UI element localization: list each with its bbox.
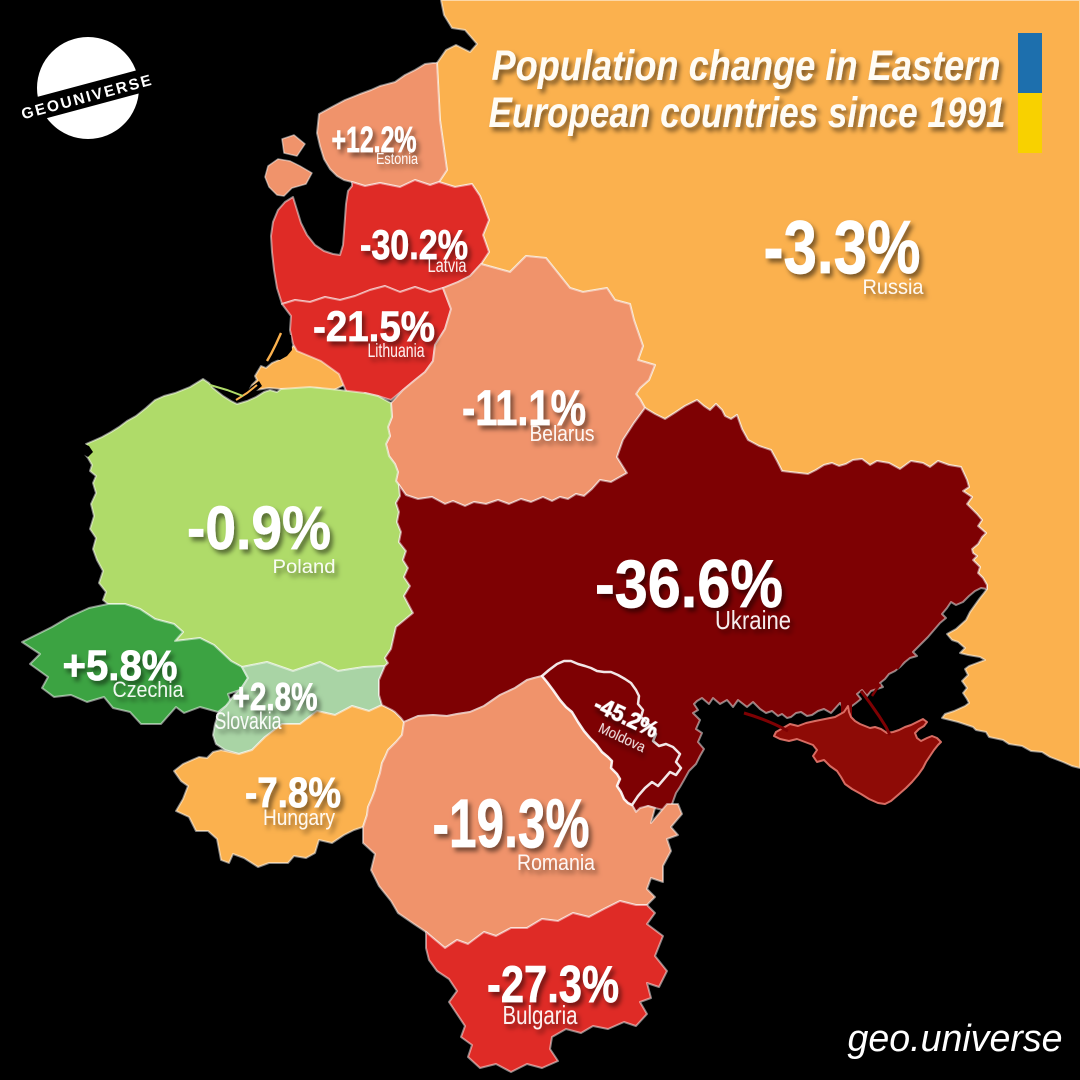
svg-text:-7.8%: -7.8% xyxy=(245,769,341,817)
svg-text:+5.8%: +5.8% xyxy=(63,642,178,690)
svg-text:-27.3%: -27.3% xyxy=(487,956,619,1014)
svg-text:Russia: Russia xyxy=(863,276,924,299)
svg-text:Latvia: Latvia xyxy=(428,256,467,277)
svg-text:Hungary: Hungary xyxy=(263,805,335,830)
svg-text:Bulgaria: Bulgaria xyxy=(503,1000,578,1030)
svg-text:Romania: Romania xyxy=(517,850,596,875)
svg-text:-19.3%: -19.3% xyxy=(433,785,590,862)
svg-text:Belarus: Belarus xyxy=(530,421,595,446)
svg-text:European countries since 1991: European countries since 1991 xyxy=(489,89,1006,137)
svg-text:-0.9%: -0.9% xyxy=(187,494,331,562)
svg-text:geo.universe: geo.universe xyxy=(848,1018,1063,1060)
svg-text:Population change in Eastern: Population change in Eastern xyxy=(492,42,1001,90)
svg-text:-21.5%: -21.5% xyxy=(313,303,435,351)
svg-text:Lithuania: Lithuania xyxy=(368,341,425,362)
svg-text:-30.2%: -30.2% xyxy=(360,221,468,268)
svg-text:Ukraine: Ukraine xyxy=(715,605,791,635)
svg-text:-11.1%: -11.1% xyxy=(462,380,586,436)
svg-text:-3.3%: -3.3% xyxy=(764,205,921,289)
svg-text:+2.8%: +2.8% xyxy=(233,676,318,719)
svg-text:-36.6%: -36.6% xyxy=(595,546,783,622)
svg-text:Estonia: Estonia xyxy=(376,151,418,168)
svg-text:Slovakia: Slovakia xyxy=(215,708,282,735)
svg-text:Poland: Poland xyxy=(273,557,336,578)
svg-text:Czechia: Czechia xyxy=(113,677,185,702)
svg-text:+12.2%: +12.2% xyxy=(332,119,417,160)
